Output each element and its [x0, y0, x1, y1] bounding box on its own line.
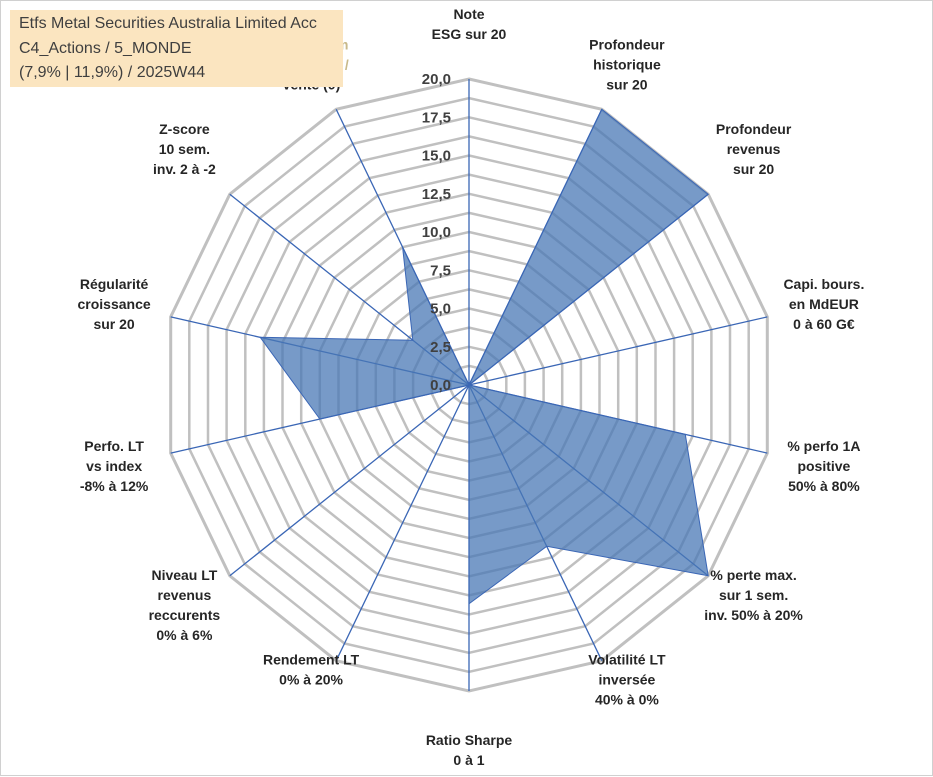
radar-axis-labels: Note ESG sur 20 Profondeur historique sur 20… [78, 6, 865, 768]
radar-axis-label: historique [593, 56, 661, 72]
radar-axis-label: Niveau LT [151, 567, 217, 583]
radar-axis-label: ESG sur 20 [432, 26, 507, 42]
radar-axis-label: Profondeur [589, 36, 665, 52]
radar-axis-label: croissance [78, 296, 151, 312]
radar-axis-label: 10 sem. [159, 141, 210, 157]
radar-axis-label: Ratio Sharpe [426, 732, 513, 748]
radar-tick-label: 15,0 [422, 148, 451, 165]
radar-series [259, 108, 710, 605]
chart-title-line-1: Etfs Metal Securities Australia Limited … [19, 15, 317, 32]
radar-axis-label: vs index [86, 458, 142, 474]
radar-axis-label: en MdEUR [789, 296, 859, 312]
radar-axis-label: Perfo. LT [84, 438, 144, 454]
radar-axis-label: sur 20 [733, 161, 774, 177]
radar-tick-labels: 0,0 2,5 5,0 7,5 10,0 12,5 15,0 17,5 20,0 [422, 71, 451, 394]
radar-axis-label: Volatilité LT [588, 652, 666, 668]
radar-axis-label: revenus [727, 141, 781, 157]
radar-axis-label: inv. 2 à -2 [153, 161, 216, 177]
radar-axis-label: inv. 50% à 20% [704, 607, 803, 623]
radar-tick-label: 2,5 [430, 339, 451, 356]
chart-title-box: Etfs Metal Securities Australia Limited … [10, 10, 343, 87]
radar-tick-label: 10,0 [422, 224, 451, 241]
radar-axis-label: sur 20 [606, 76, 647, 92]
chart-title-line-3: (7,9% | 11,9%) / 2025W44 [19, 64, 206, 81]
radar-axis-label: sur 1 sem. [719, 587, 788, 603]
radar-axis-label: Note [453, 6, 484, 22]
chart-title-line-2: C4_Actions / 5_MONDE [19, 40, 192, 57]
radar-axis-label: inversée [598, 672, 655, 688]
radar-axis-label: 50% à 80% [788, 478, 860, 494]
radar-spoke [468, 316, 768, 386]
radar-tick-label: 17,5 [422, 109, 451, 126]
radar-axis-label: sur 20 [93, 316, 134, 332]
radar-axis-label: positive [797, 458, 850, 474]
radar-axis-label: 0 à 1 [453, 752, 484, 768]
radar-axis-label: revenus [158, 587, 212, 603]
radar-axis-label: -8% à 12% [80, 478, 149, 494]
radar-axis-label: Z-score [159, 121, 210, 137]
radar-tick-label: 5,0 [430, 301, 451, 318]
radar-series-area [259, 108, 710, 605]
radar-tick-label: 7,5 [430, 262, 451, 279]
radar-axis-label: 40% à 0% [595, 692, 659, 708]
radar-tick-label: 12,5 [422, 186, 451, 203]
radar-spoke [229, 384, 470, 577]
radar-axis-label: 0 à 60 G€ [793, 316, 855, 332]
radar-spoke [335, 384, 470, 661]
radar-axis-label: % perfo 1A [787, 438, 860, 454]
radar-axis-label: Régularité [80, 276, 149, 292]
radar-axis-label: 0% à 20% [279, 672, 343, 688]
radar-axis-label: % perte max. [710, 567, 796, 583]
radar-axis-label: 0% à 6% [156, 627, 213, 643]
radar-tick-label: 20,0 [422, 71, 451, 88]
radar-tick-label: 0,0 [430, 377, 451, 394]
radar-axis-label: Rendement LT [263, 652, 360, 668]
radar-axis-label: Profondeur [716, 121, 792, 137]
radar-axis-label: reccurents [149, 607, 221, 623]
radar-axis-label: Capi. bours. [783, 276, 864, 292]
